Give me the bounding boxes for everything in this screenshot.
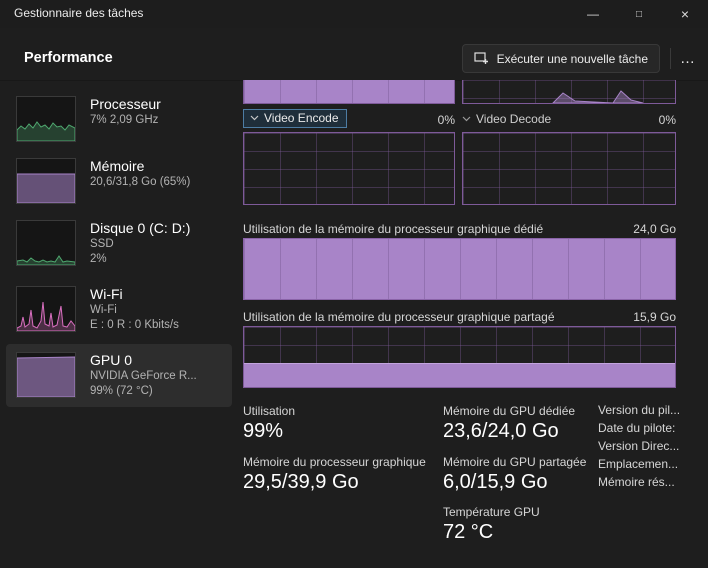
sidebar-item-label: GPU 0: [90, 352, 133, 368]
directx-version-label: Version Direc...: [598, 439, 680, 453]
chevron-down-icon: [462, 116, 471, 122]
minimize-icon: —: [587, 7, 599, 21]
video-encode-label: Video Encode: [264, 111, 339, 125]
video-decode-value: 0%: [658, 113, 676, 127]
utilization-label: Utilisation: [243, 404, 296, 418]
dedicated-memory-max: 24,0 Go: [633, 222, 676, 236]
sidebar-item-wifi[interactable]: Wi-Fi Wi-Fi E : 0 R : 0 Kbits/s: [6, 278, 232, 341]
dedicated-memory-label: Utilisation de la mémoire du processeur …: [243, 222, 544, 236]
shared-memory-graph: [243, 326, 676, 388]
dedicated-gpu-memory-value: 23,6/24,0 Go: [443, 420, 559, 442]
more-options-button[interactable]: …: [674, 44, 702, 72]
new-task-icon: [473, 52, 488, 64]
sidebar-item-detail: Wi-Fi: [90, 304, 117, 316]
video-decode-label: Video Decode: [476, 112, 552, 126]
gpu-temperature-label: Température GPU: [443, 505, 540, 519]
maximize-icon: □: [635, 8, 643, 20]
close-icon: ×: [680, 6, 690, 22]
driver-date-label: Date du pilote:: [598, 421, 676, 435]
video-encode-value: 0%: [437, 113, 455, 127]
shared-memory-max: 15,9 Go: [633, 310, 676, 324]
utilization-value: 99%: [243, 420, 284, 442]
sidebar-item-detail: SSD: [90, 238, 114, 250]
title-bar[interactable]: Gestionnaire des tâches — □ ×: [0, 0, 708, 28]
copy-partial-spikes: [552, 90, 644, 103]
disk-mini-graph: [16, 220, 76, 266]
sidebar-item-detail: NVIDIA GeForce R...: [90, 370, 197, 382]
minimize-button[interactable]: —: [570, 0, 616, 28]
sidebar-item-cpu[interactable]: Processeur 7% 2,09 GHz: [6, 88, 232, 150]
gpu-memory-value: 29,5/39,9 Go: [243, 471, 359, 493]
sidebar-item-label: Disque 0 (C: D:): [90, 220, 191, 236]
graph-copy-partial: [462, 80, 676, 104]
location-label: Emplacemen...: [598, 457, 679, 471]
shared-memory-label: Utilisation de la mémoire du processeur …: [243, 310, 555, 324]
chevron-down-icon: [250, 115, 259, 121]
sidebar-item-detail: 20,6/31,8 Go (65%): [90, 176, 191, 188]
sidebar-item-label: Mémoire: [90, 158, 145, 174]
sidebar-item-detail: 7% 2,09 GHz: [90, 114, 159, 126]
video-encode-selector[interactable]: Video Encode: [243, 109, 347, 128]
sidebar-item-label: Processeur: [90, 96, 161, 112]
sidebar-item-memory[interactable]: Mémoire 20,6/31,8 Go (65%): [6, 150, 232, 212]
memory-mini-graph: [16, 158, 76, 204]
video-decode-selector[interactable]: Video Decode: [462, 112, 551, 126]
more-options-icon: …: [680, 49, 696, 67]
sidebar-item-label: Wi-Fi: [90, 286, 123, 302]
window-title: Gestionnaire des tâches: [14, 6, 144, 20]
sidebar-item-detail2: 2%: [90, 253, 107, 265]
shared-gpu-memory-value: 6,0/15,9 Go: [443, 471, 548, 493]
graph-3d-partial: [243, 80, 455, 104]
close-button[interactable]: ×: [662, 0, 708, 28]
run-new-task-button[interactable]: Exécuter une nouvelle tâche: [461, 44, 660, 73]
sidebar-item-gpu[interactable]: GPU 0 NVIDIA GeForce R... 99% (72 °C): [6, 344, 232, 407]
video-decode-graph: [462, 132, 676, 205]
reserved-memory-label: Mémoire rés...: [598, 475, 675, 489]
dedicated-memory-graph: [243, 238, 676, 300]
driver-version-label: Version du pil...: [598, 403, 681, 417]
gpu-temperature-value: 72 °C: [443, 521, 494, 543]
run-new-task-label: Exécuter une nouvelle tâche: [496, 51, 648, 66]
page-title: Performance: [24, 50, 113, 66]
header-separator: [670, 48, 671, 69]
dedicated-gpu-memory-label: Mémoire du GPU dédiée: [443, 404, 576, 418]
shared-gpu-memory-label: Mémoire du GPU partagée: [443, 455, 587, 469]
sidebar-item-detail2: E : 0 R : 0 Kbits/s: [90, 319, 179, 331]
sidebar-item-disk[interactable]: Disque 0 (C: D:) SSD 2%: [6, 212, 232, 275]
maximize-button[interactable]: □: [616, 0, 662, 28]
shared-memory-fill: [244, 363, 675, 387]
cpu-mini-graph: [16, 96, 76, 142]
video-encode-graph: [243, 132, 455, 205]
gpu-mini-graph: [16, 352, 76, 398]
wifi-mini-graph: [16, 286, 76, 332]
gpu-memory-label: Mémoire du processeur graphique: [243, 455, 426, 469]
sidebar-item-detail2: 99% (72 °C): [90, 385, 153, 397]
